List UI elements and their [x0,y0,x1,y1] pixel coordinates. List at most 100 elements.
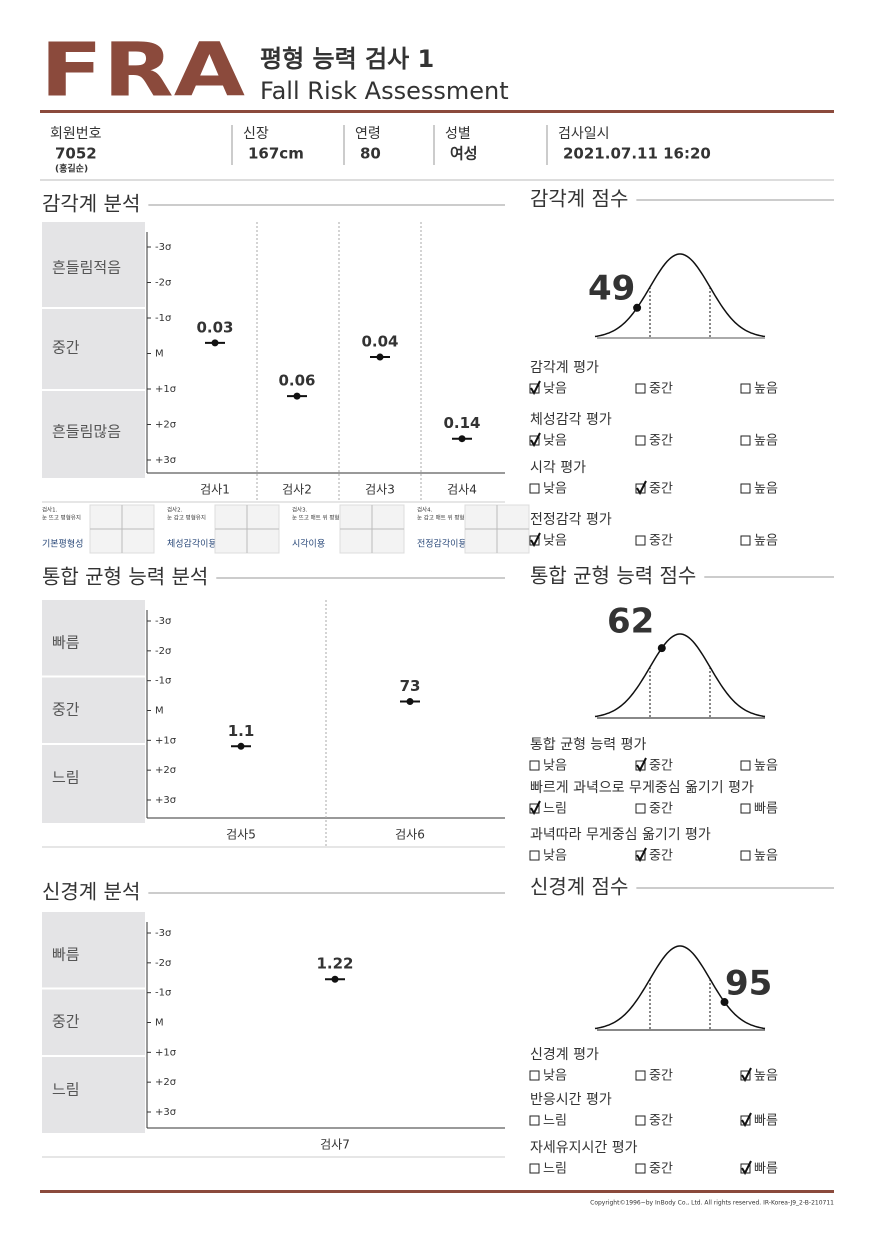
checkbox [529,483,540,494]
y-tick-label: -3σ [155,616,172,627]
checkbox [635,1115,646,1126]
info-value: 7052 [55,145,97,163]
bell-curve [594,945,766,1030]
y-tick-label: -1σ [155,313,172,324]
info-label: 검사일시 [558,126,610,142]
evaluation-title: 자세유지시간 평가 [530,1140,638,1156]
result-dot [458,435,466,443]
option-label: 중간 [649,1162,673,1177]
result-dot [211,339,219,347]
option-label: 중간 [649,849,673,864]
score-value: 49 [588,269,635,309]
y-tick-label: -3σ [155,242,172,253]
guide-name: 시각이용 [292,538,325,550]
check-mark [741,1112,752,1128]
section-title: 신경계 분석 [42,880,140,904]
checkbox [635,1163,646,1174]
y-tick-label: -1σ [155,988,172,999]
score-dot [633,303,642,312]
header-rule [40,110,834,113]
band-label: 흔들림많음 [52,423,121,441]
evaluation-title: 과녁따라 무게중심 옮기기 평가 [530,827,711,843]
checkbox [635,535,646,546]
check-mark [741,1067,752,1083]
y-tick-label: +3σ [155,455,177,466]
band-label: 빠름 [52,634,80,652]
y-tick-label: +1σ [155,735,177,746]
check-mark [530,800,541,816]
checkbox [635,383,646,394]
y-tick-label: +2σ [155,420,177,431]
test-name: 검사6 [395,828,425,842]
option-label: 중간 [649,1069,673,1084]
score-dot [720,998,729,1007]
option-label: 중간 [649,482,673,497]
guide-step: 검사4. [417,506,433,514]
y-tick-label: -3σ [155,928,172,939]
y-tick-label: +2σ [155,1077,177,1088]
checkbox [635,803,646,814]
footer-rule [40,1190,834,1193]
info-label: 신장 [243,126,269,142]
score-value: 95 [725,964,772,1004]
option-label: 중간 [649,534,673,549]
section-title: 감각계 점수 [530,187,628,211]
option-label: 높음 [754,849,778,864]
band-label: 흔들림적음 [52,259,121,277]
report-subtitle: Fall Risk Assessment [260,77,509,105]
band-label: 빠름 [52,946,80,964]
y-tick-label: +2σ [155,765,177,776]
evaluation-title: 감각계 평가 [530,360,599,376]
test-name: 검사4 [447,483,477,497]
test-name: 검사7 [320,1138,350,1152]
option-label: 낮음 [543,759,567,774]
option-label: 낮음 [543,382,567,397]
y-tick-label: -1σ [155,676,172,687]
y-tick-label: M [155,349,164,360]
evaluation-title: 시각 평가 [530,460,586,476]
checkbox [740,383,751,394]
info-value: 2021.07.11 16:20 [563,145,711,163]
test-name: 검사3 [365,483,395,497]
y-tick-label: +3σ [155,1107,177,1118]
checkbox [529,850,540,861]
test-name: 검사5 [226,828,256,842]
option-label: 중간 [649,434,673,449]
guide-desc: 눈 감고 평형유지 [167,514,206,522]
copyright: Copyright©1996~by InBody Co., Ltd. All r… [590,1200,834,1207]
result-dot [293,392,301,400]
evaluation-title: 빠르게 과녁으로 무게중심 옮기기 평가 [530,780,754,796]
band-label: 중간 [52,339,80,357]
info-value: 80 [360,145,381,163]
band-column [42,912,145,1133]
info-label: 연령 [355,126,381,142]
option-label: 느림 [543,802,567,817]
evaluation-title: 신경계 평가 [530,1047,599,1063]
test-name: 검사1 [200,483,230,497]
logo: FRA [40,28,245,114]
section-title: 감각계 분석 [42,192,140,216]
section-title: 통합 균형 능력 분석 [42,565,208,589]
band-column [42,600,145,823]
option-label: 중간 [649,382,673,397]
check-mark [636,757,647,773]
option-label: 높음 [754,534,778,549]
section-title: 통합 균형 능력 점수 [530,564,696,588]
option-label: 높음 [754,1069,778,1084]
guide-step: 검사2. [167,506,183,514]
check-mark [530,380,541,396]
option-label: 낮음 [543,434,567,449]
checkbox [529,760,540,771]
option-label: 높음 [754,434,778,449]
checkbox [740,803,751,814]
evaluation-title: 체성감각 평가 [530,412,612,428]
option-label: 빠름 [754,1114,778,1129]
guide-desc: 눈 뜨고 매트 위 평형유지 [292,514,350,522]
y-tick-label: -2σ [155,278,172,289]
checkbox [740,483,751,494]
checkbox [529,1163,540,1174]
option-label: 중간 [649,759,673,774]
evaluation-title: 통합 균형 능력 평가 [530,737,647,753]
